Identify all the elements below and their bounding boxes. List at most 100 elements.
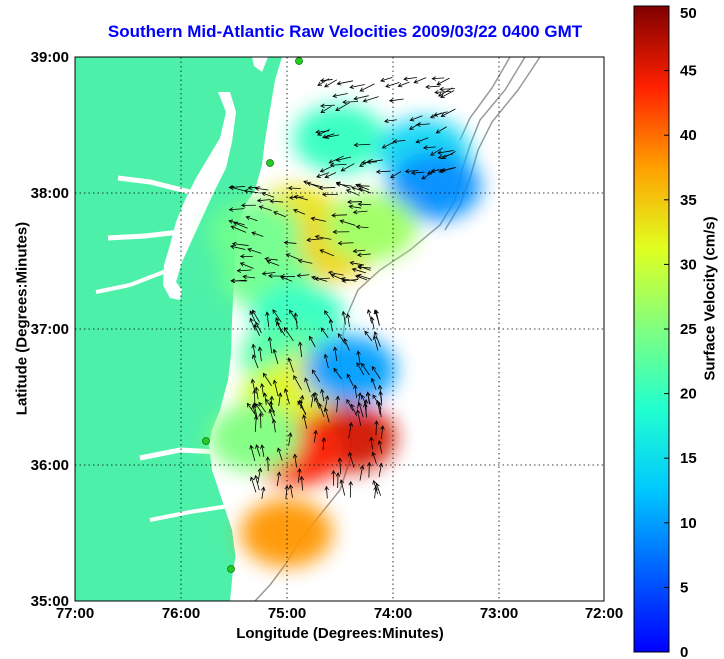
velocity-vector	[247, 247, 262, 254]
velocity-vector	[437, 150, 454, 155]
velocity-vector	[335, 472, 341, 488]
velocity-vector	[265, 311, 270, 328]
radar-stations	[202, 57, 303, 573]
y-tick-label: 36:00	[31, 457, 69, 474]
velocity-vector	[239, 262, 254, 269]
velocity-vector	[409, 115, 423, 122]
velocity-vector	[341, 310, 347, 325]
grid-lines	[75, 57, 604, 601]
velocity-vector	[267, 336, 273, 354]
velocity-vector	[431, 76, 445, 81]
velocity-vector	[252, 309, 260, 323]
velocity-vector	[246, 402, 256, 415]
station-marker	[266, 159, 274, 167]
velocity-vector	[390, 171, 402, 179]
velocity-patch	[240, 499, 333, 567]
colorbar-tick-label: 20	[680, 386, 697, 403]
velocity-vector	[348, 421, 354, 439]
velocity-vector	[348, 204, 362, 210]
x-tick-label: 73:00	[480, 605, 518, 622]
colorbar	[633, 5, 670, 653]
station-marker	[227, 565, 235, 573]
x-axis-label: Longitude (Degrees:Minutes)	[236, 625, 444, 642]
velocity-vector	[280, 276, 293, 282]
velocity-vector	[332, 229, 350, 235]
velocity-vector	[229, 185, 245, 192]
velocity-vector	[302, 414, 308, 429]
velocity-vector	[324, 172, 337, 179]
velocity-vector	[353, 142, 371, 148]
velocity-vector	[371, 365, 381, 380]
velocity-vector	[374, 309, 380, 326]
velocity-vector	[352, 209, 368, 215]
velocity-vector	[440, 108, 456, 117]
velocity-vector	[355, 224, 369, 230]
velocity-vector	[266, 260, 280, 266]
velocity-vector	[242, 274, 256, 280]
velocity-vector	[421, 171, 434, 180]
velocity-vector	[228, 207, 245, 212]
velocity-vector	[231, 241, 249, 247]
colorbar-label: Surface Velocity (cm/s)	[701, 216, 719, 381]
velocity-vector	[332, 93, 348, 98]
velocity-vector	[357, 265, 372, 270]
velocity-vector	[318, 402, 325, 418]
velocity-vector	[335, 102, 350, 112]
velocity-vector	[264, 256, 278, 262]
velocity-vector	[272, 379, 279, 396]
velocity-vector	[349, 84, 365, 90]
velocity-vector	[293, 208, 306, 215]
velocity-patch	[388, 152, 481, 221]
x-tick-label: 74:00	[374, 605, 412, 622]
velocity-vector	[348, 480, 353, 498]
velocity-vector	[255, 321, 262, 334]
velocity-vector	[436, 77, 450, 86]
velocity-vector	[384, 118, 397, 124]
velocity-vector	[352, 248, 366, 254]
velocity-vector	[380, 425, 385, 439]
x-tick-label: 72:00	[585, 605, 623, 622]
velocity-vector	[333, 346, 338, 362]
velocity-vector	[287, 432, 293, 446]
velocity-vector	[331, 469, 336, 486]
chesapeake-bay	[163, 92, 236, 300]
velocity-vector	[363, 398, 369, 415]
velocity-vector	[358, 158, 373, 167]
velocity-vector	[345, 189, 360, 196]
velocity-vector	[434, 90, 451, 95]
velocity-vector	[342, 99, 358, 105]
velocity-vector	[361, 362, 370, 376]
velocity-vector	[433, 111, 448, 117]
velocity-vector	[276, 321, 286, 336]
velocity-vector	[328, 155, 344, 164]
colorbar-tick-label: 25	[680, 321, 697, 338]
y-axis: 39:00 38:00 37:00 36:00 35:00	[31, 49, 69, 610]
velocity-vector	[441, 151, 456, 160]
delaware-bay	[252, 57, 268, 72]
velocity-vector	[348, 451, 355, 468]
velocity-vector	[283, 240, 297, 245]
velocity-vector	[319, 165, 334, 173]
velocity-vector	[324, 79, 338, 88]
velocity-vector	[329, 162, 347, 168]
colorbar-tick-label: 10	[680, 515, 697, 532]
velocity-patch	[293, 104, 386, 173]
velocity-vector	[251, 404, 258, 420]
velocity-vector	[356, 350, 361, 365]
velocity-vector	[277, 392, 283, 407]
velocity-vector	[249, 317, 256, 331]
velocity-vector	[230, 225, 247, 233]
x-tick-label: 75:00	[268, 605, 306, 622]
velocity-vector	[319, 249, 335, 257]
colorbar-tick-label: 45	[680, 63, 697, 80]
velocity-vector	[374, 420, 379, 436]
velocity-vector	[268, 408, 275, 423]
velocity-vector	[239, 254, 253, 259]
velocity-vector	[249, 476, 257, 493]
velocity-vector	[257, 467, 263, 484]
velocity-vector	[261, 191, 275, 198]
velocity-vector	[340, 163, 355, 172]
velocity-vector	[371, 451, 377, 464]
velocity-vector	[256, 198, 271, 203]
